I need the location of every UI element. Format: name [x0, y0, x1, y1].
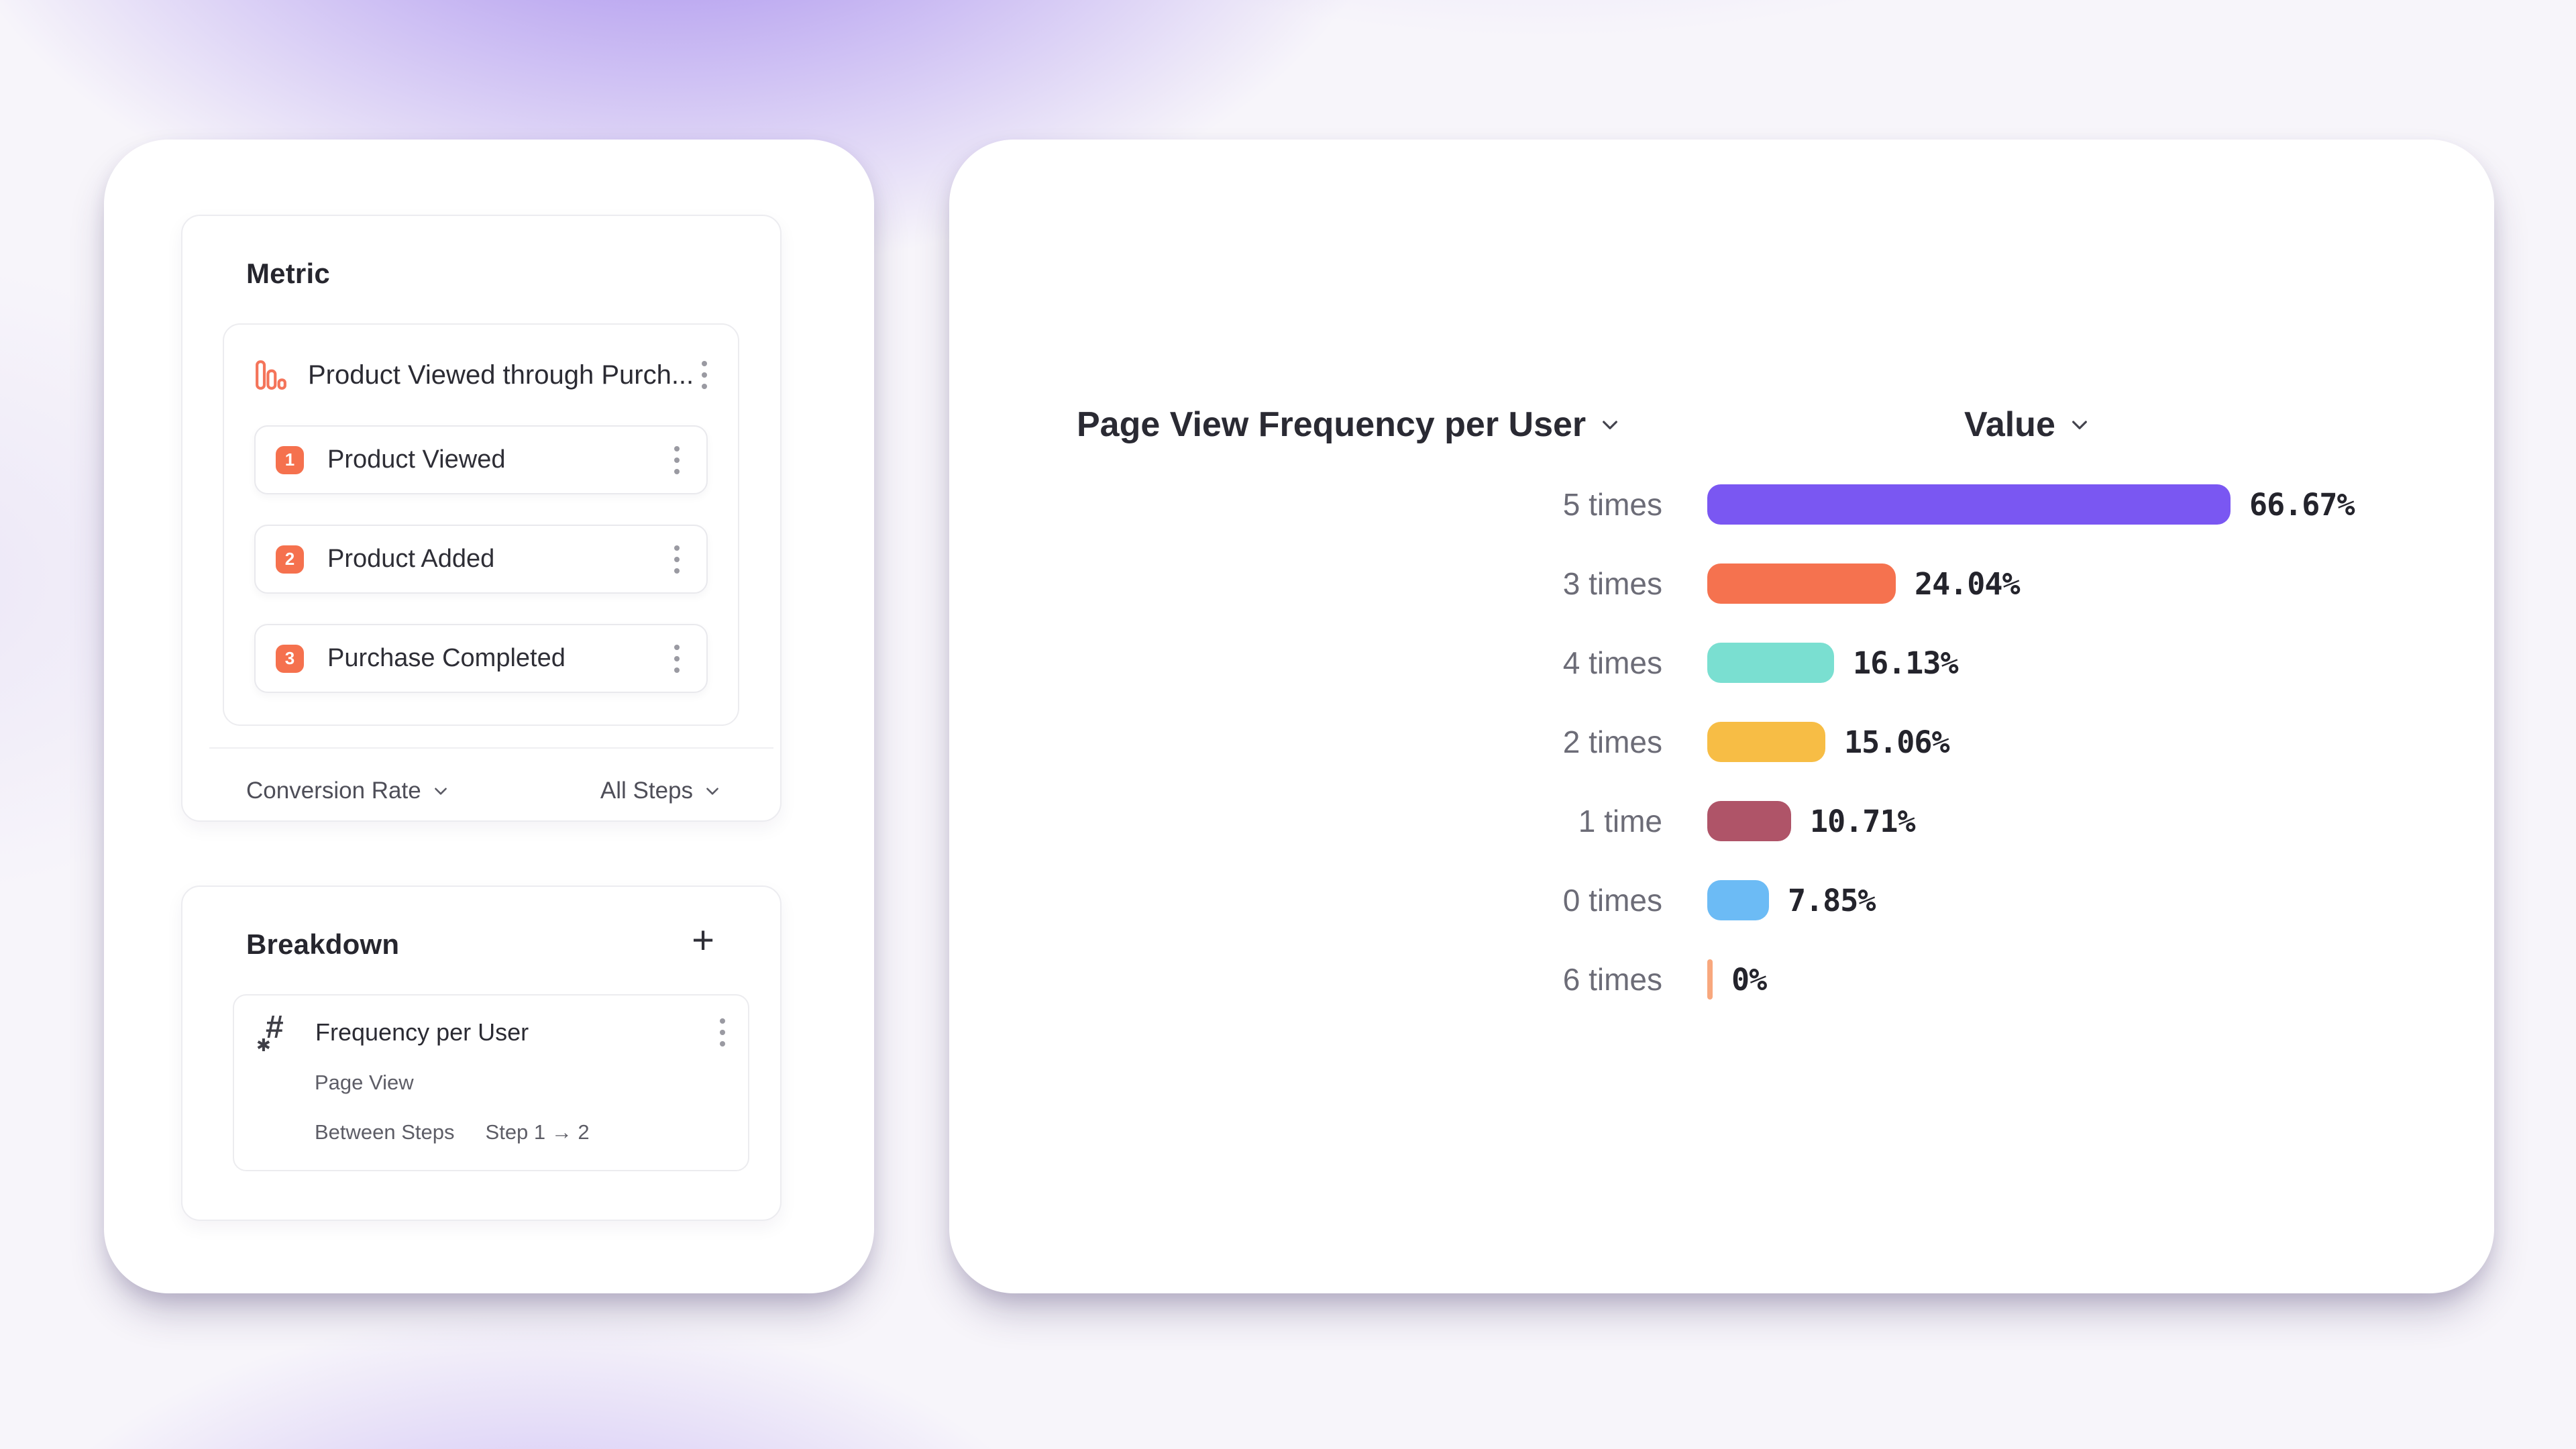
all-steps-dropdown[interactable]: All Steps — [600, 777, 721, 804]
value-label: 15.06% — [1844, 724, 1950, 760]
bar-chart-row: 1 time 10.71% — [949, 801, 2494, 841]
value-column-header-dropdown[interactable]: Value — [1964, 405, 2090, 445]
step-number-badge: 1 — [276, 445, 304, 474]
all-steps-label: All Steps — [600, 777, 693, 804]
category-label: 4 times — [1562, 645, 1662, 680]
value-label: 7.85% — [1788, 882, 1876, 918]
breakdown-item-card[interactable]: # ✱ Frequency per User Page View Between… — [233, 994, 749, 1171]
breakdown-scope-row: Between Steps Step 1 → 2 — [315, 1120, 590, 1144]
chevron-down-icon — [706, 788, 718, 795]
category-label: 0 times — [1562, 883, 1662, 918]
funnel-step-3[interactable]: 3 Purchase Completed — [254, 624, 708, 693]
bar[interactable] — [1707, 564, 1896, 604]
breakdown-card-title: Breakdown — [246, 928, 400, 960]
query-builder-panel: Metric Product Viewed through Purch... 1… — [104, 140, 874, 1293]
metric-card-title: Metric — [246, 258, 330, 289]
bar[interactable] — [1707, 484, 2231, 525]
chevron-down-icon — [1603, 421, 1618, 429]
bar-chart: 5 times 66.67% 3 times 24.04% 4 times 16… — [949, 484, 2494, 1038]
breakdown-item-header: # ✱ Frequency per User — [256, 1010, 729, 1055]
category-label: 1 time — [1578, 804, 1662, 839]
bar-chart-row: 3 times 24.04% — [949, 564, 2494, 604]
value-column-header-label: Value — [1964, 405, 2055, 444]
step-2-kebab-menu[interactable] — [670, 541, 684, 578]
value-label: 66.67% — [2249, 486, 2355, 523]
bar-chart-row: 2 times 15.06% — [949, 722, 2494, 762]
breakdown-column-header-dropdown[interactable]: Page View Frequency per User — [1077, 405, 1621, 445]
metric-card: Metric Product Viewed through Purch... 1… — [181, 215, 782, 822]
add-breakdown-button[interactable]: + — [692, 918, 714, 962]
metric-footer-row: Conversion Rate All Steps — [182, 767, 780, 814]
category-label: 6 times — [1562, 962, 1662, 997]
step-label: Product Viewed — [327, 445, 506, 474]
metric-definition-box: Product Viewed through Purch... 1 Produc… — [223, 323, 739, 726]
funnel-step-2[interactable]: 2 Product Added — [254, 525, 708, 594]
chart-panel: Page View Frequency per User Value 5 tim… — [949, 140, 2494, 1293]
funnel-bars-icon — [256, 360, 286, 390]
breakdown-event-name: Page View — [315, 1071, 414, 1094]
category-label: 2 times — [1562, 724, 1662, 759]
value-label: 0% — [1731, 961, 1767, 998]
breakdown-item-title: Frequency per User — [315, 1018, 529, 1046]
metric-footer-divider — [209, 747, 773, 749]
breakdown-scope-label: Between Steps — [315, 1120, 455, 1144]
conversion-rate-dropdown[interactable]: Conversion Rate — [246, 777, 449, 804]
value-label: 10.71% — [1810, 803, 1916, 839]
step-1-kebab-menu[interactable] — [670, 442, 684, 478]
step-number-badge: 3 — [276, 644, 304, 673]
breakdown-scope-value: Step 1 → 2 — [485, 1120, 590, 1144]
category-label: 5 times — [1562, 487, 1662, 522]
bar-chart-row: 6 times 0% — [949, 959, 2494, 1000]
breakdown-column-header-label: Page View Frequency per User — [1077, 405, 1587, 444]
category-label: 3 times — [1562, 566, 1662, 601]
bar[interactable] — [1707, 801, 1791, 841]
breakdown-kebab-menu[interactable] — [716, 1014, 729, 1051]
bar-chart-row: 4 times 16.13% — [949, 643, 2494, 683]
value-label: 16.13% — [1853, 645, 1959, 681]
bar-chart-row: 5 times 66.67% — [949, 484, 2494, 525]
bar-chart-row: 0 times 7.85% — [949, 880, 2494, 920]
conversion-rate-label: Conversion Rate — [246, 777, 421, 804]
chevron-down-icon — [434, 788, 447, 795]
funnel-step-1[interactable]: 1 Product Viewed — [254, 425, 708, 494]
metric-header-row[interactable]: Product Viewed through Purch... — [224, 325, 738, 425]
step-number-badge: 2 — [276, 545, 304, 574]
metric-kebab-menu[interactable] — [698, 357, 711, 393]
metric-name: Product Viewed through Purch... — [308, 360, 694, 390]
step-3-kebab-menu[interactable] — [670, 641, 684, 677]
bar[interactable] — [1707, 643, 1834, 683]
step-label: Product Added — [327, 545, 495, 573]
value-label: 24.04% — [1915, 566, 2021, 602]
breakdown-card: Breakdown + # ✱ Frequency per User Page … — [181, 885, 782, 1221]
chevron-down-icon — [2072, 421, 2087, 429]
bar[interactable] — [1707, 880, 1769, 920]
bar[interactable] — [1707, 722, 1825, 762]
numeric-property-hash-icon: # ✱ — [256, 1010, 284, 1055]
bar[interactable] — [1707, 959, 1713, 1000]
step-label: Purchase Completed — [327, 644, 566, 672]
